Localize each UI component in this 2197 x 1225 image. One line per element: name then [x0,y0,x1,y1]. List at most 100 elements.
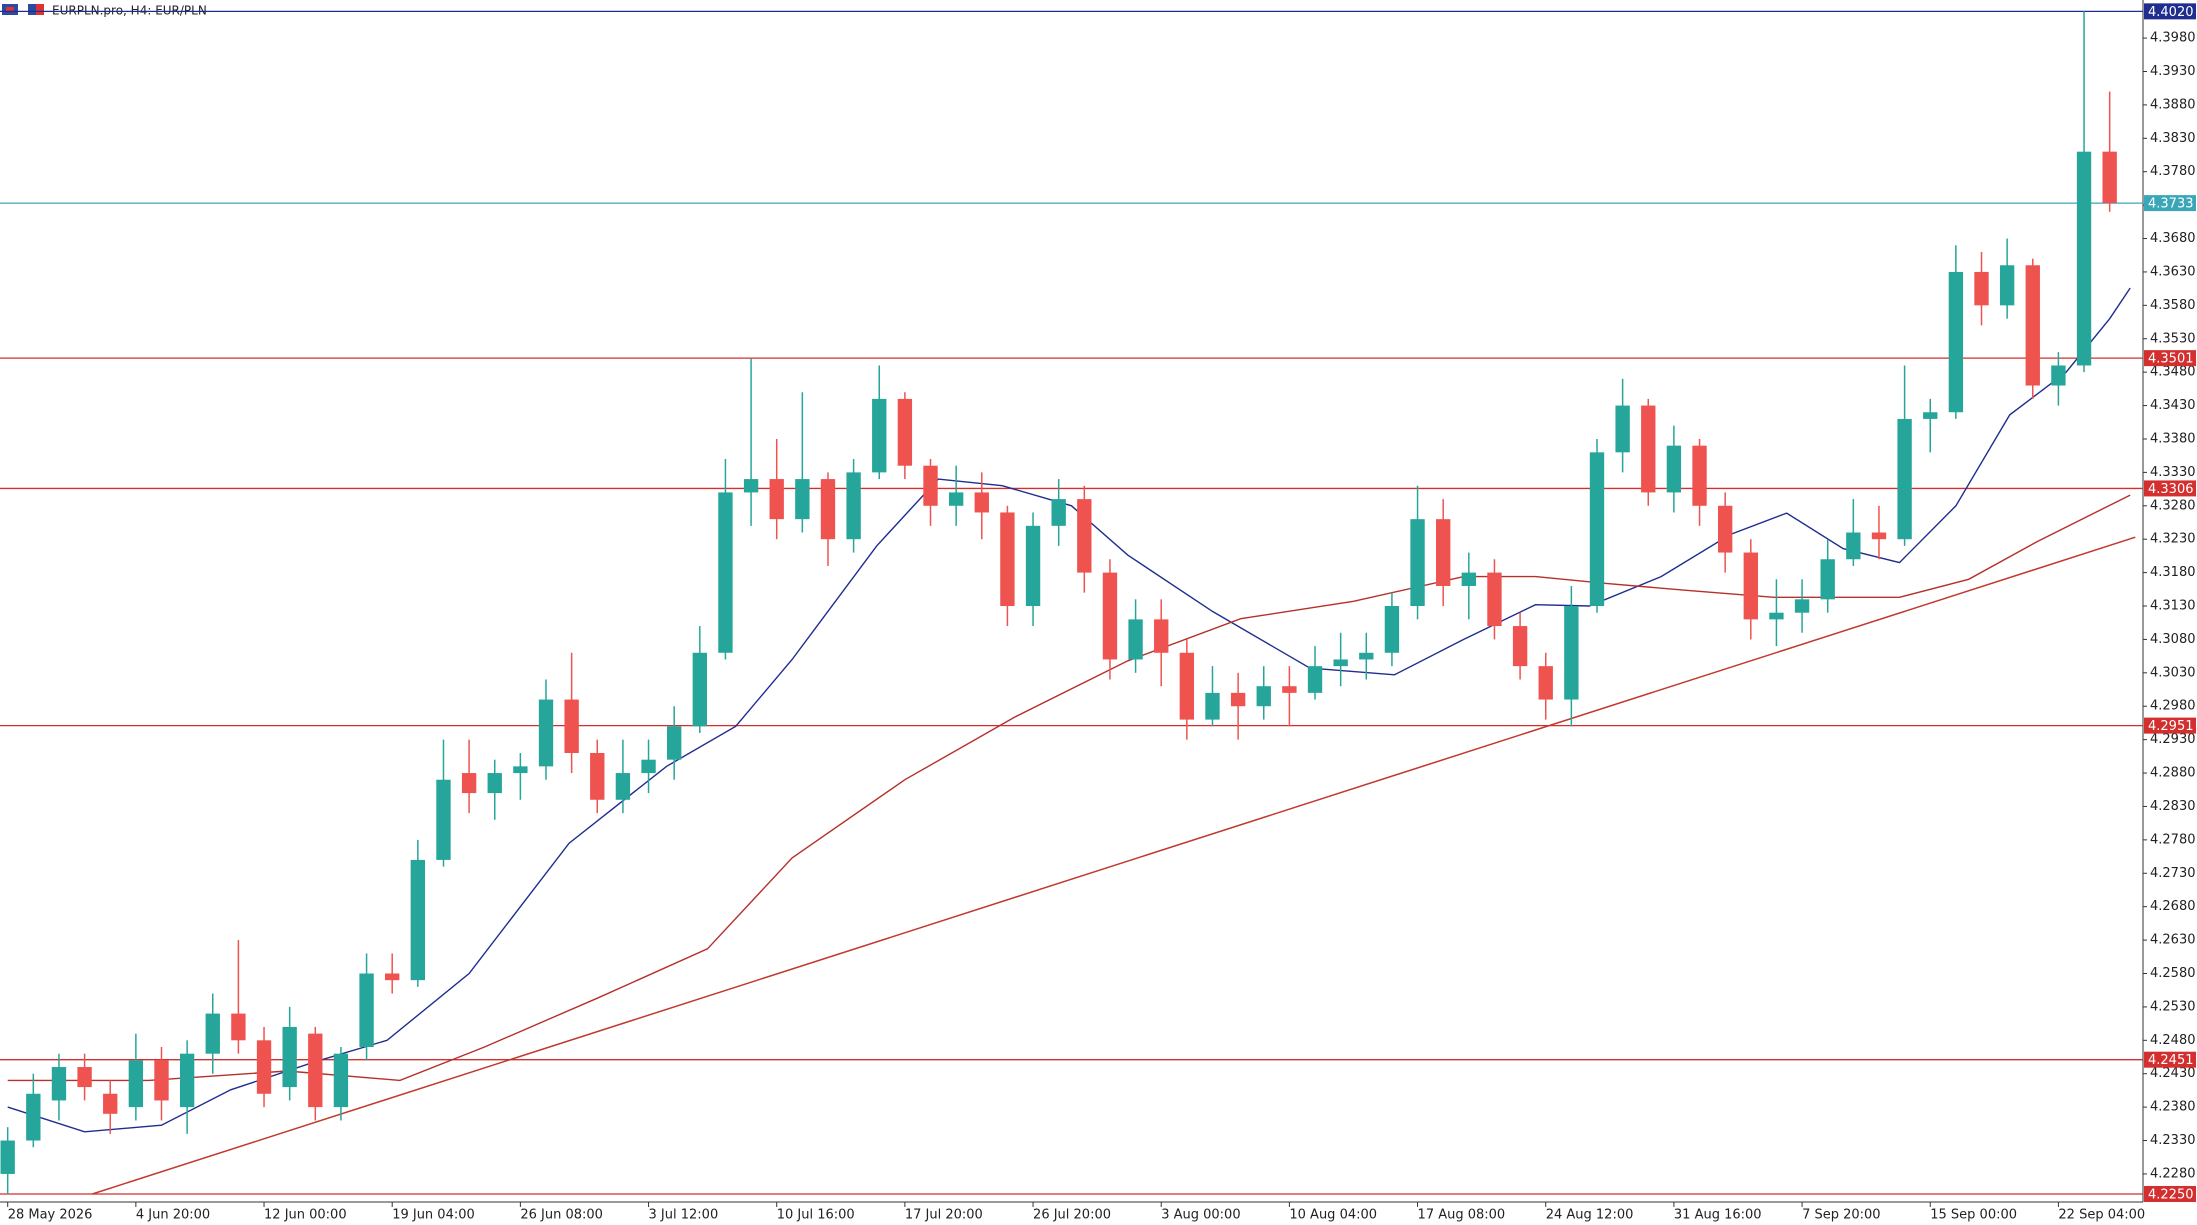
candle-body [513,766,528,774]
y-tick-label: 4.3530 [2150,331,2196,346]
y-tick-label: 4.3480 [2150,365,2196,380]
candle-body [795,479,810,520]
level-label: 4.2951 [2148,719,2194,734]
chart-title: EURPLN.pro, H4: EUR/PLN [52,4,207,18]
y-tick-label: 4.3030 [2150,665,2196,680]
candle-body [1000,512,1015,607]
y-tick-label: 4.3330 [2150,465,2196,480]
candle-body [1743,552,1758,620]
candle-body [1102,572,1118,660]
candle-body [179,1053,195,1108]
candle-body [77,1067,92,1088]
x-tick-label: 10 Aug 04:00 [1289,1208,1377,1223]
candle-body [154,1060,169,1101]
candle-body [872,398,887,473]
y-tick-label: 4.2680 [2150,899,2196,914]
candle-body [1999,265,2015,306]
candle-body [1410,519,1425,607]
candle-body [846,472,861,540]
icon [36,4,44,15]
candle-body [1641,405,1656,493]
x-tick-label: 10 Jul 16:00 [777,1208,855,1223]
level-tag [2144,3,2196,20]
candle-body [1974,271,1989,306]
candle-body [1077,499,1092,573]
candle-body [1897,418,1912,540]
candle-body [2051,365,2066,386]
level-label: 4.3306 [2148,482,2194,497]
x-tick-label: 12 Jun 00:00 [264,1208,347,1223]
candle-body [436,779,451,860]
candle-body [0,1140,15,1174]
candle-body [692,652,707,727]
candle-body [1359,652,1374,660]
moving-average [7,287,2131,1133]
candle-body [948,492,964,506]
x-tick-label: 26 Jun 08:00 [520,1208,603,1223]
candle-body [333,1053,349,1108]
candle-body [1256,686,1271,707]
candle-body [2076,151,2092,366]
level-label: 4.3733 [2148,197,2194,212]
y-tick-label: 4.3080 [2150,632,2196,647]
candle-body [1282,686,1297,693]
candle-body [590,753,605,800]
y-tick-label: 4.3880 [2150,97,2196,112]
y-tick-label: 4.3780 [2150,164,2196,179]
candle-body [1487,572,1502,627]
y-tick-label: 4.3680 [2150,231,2196,246]
candle-body [1461,572,1477,586]
y-tick-label: 4.3580 [2150,298,2196,313]
candle-body [282,1026,297,1088]
candle-body [487,773,502,794]
level-label: 4.2250 [2148,1187,2194,1202]
level-tag [2144,480,2196,497]
x-tick-label: 26 Jul 20:00 [1033,1208,1111,1223]
level-label: 4.4020 [2148,5,2194,20]
candle-body [1692,445,1707,506]
icon [6,7,14,12]
candle-body [385,973,400,981]
candle-body [1871,532,1887,540]
candle-body [103,1093,118,1114]
candle-body [26,1093,41,1141]
moving-average [7,494,2131,1082]
y-tick-label: 4.3130 [2150,599,2196,614]
y-tick-label: 4.3380 [2150,431,2196,446]
candle-body [538,699,554,767]
x-tick-label: 17 Aug 08:00 [1418,1208,1506,1223]
candle-body [308,1033,323,1108]
y-tick-label: 4.3230 [2150,532,2196,547]
y-tick-label: 4.3430 [2150,398,2196,413]
candle-body [1794,599,1810,613]
candle-body [51,1067,67,1101]
candle-body [615,773,631,800]
level-tag [2144,350,2196,367]
candle-body [743,479,759,493]
candle-body [1948,271,1964,413]
candle-body [1564,606,1579,700]
y-tick-label: 4.2330 [2150,1133,2196,1148]
x-tick-label: 31 Aug 16:00 [1674,1208,1762,1223]
level-tag [2144,1051,2196,1068]
candle-body [1128,619,1143,660]
candle-body [666,726,682,760]
y-tick-label: 4.3630 [2150,264,2196,279]
candle-body [2102,151,2117,204]
candle-body [923,465,938,506]
candle-body [769,479,784,520]
symbol-icons [2,4,44,15]
candle-body [1205,692,1220,720]
candle-body [231,1013,246,1041]
trendline [92,536,2136,1195]
y-tick-label: 4.2730 [2150,866,2196,881]
candle-body [128,1060,144,1108]
candle-body [1051,499,1066,526]
candle-body [564,699,579,754]
candle-body [641,759,656,774]
candle-body [1333,659,1348,667]
level-label: 4.3501 [2148,352,2194,367]
y-tick-label: 4.2980 [2150,699,2196,714]
